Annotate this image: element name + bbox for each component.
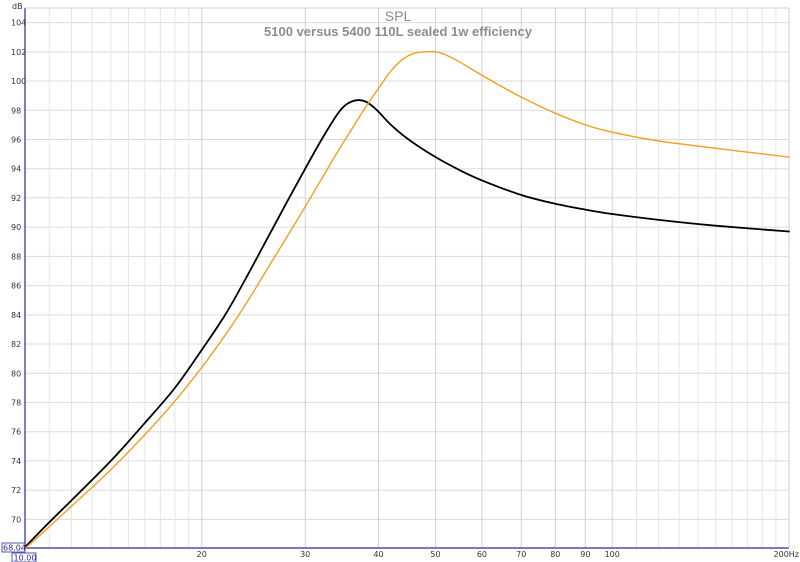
y-tick-label: 84 <box>11 311 21 320</box>
x-tick-label: 100 <box>605 550 620 559</box>
y-tick-label: 96 <box>11 135 21 144</box>
y-tick-label: 82 <box>11 340 21 349</box>
y-tick-label: 86 <box>11 282 21 291</box>
corner-y-label: 68.04 <box>3 544 26 553</box>
y-tick-label: 94 <box>11 165 21 174</box>
x-tick-label: 60 <box>477 550 487 559</box>
y-axis-label: dB <box>12 2 23 11</box>
y-tick-label: 74 <box>11 457 21 466</box>
y-tick-label: 92 <box>11 194 21 203</box>
x-tick-label: 30 <box>300 550 310 559</box>
corner-x-label: 10.00 <box>14 554 37 562</box>
gridlines <box>25 8 790 548</box>
x-tick-label: 70 <box>516 550 526 559</box>
y-tick-label: 72 <box>11 486 21 495</box>
series-lines <box>24 50 790 550</box>
chart-title: SPL <box>385 8 412 24</box>
y-tick-label: 76 <box>11 428 21 437</box>
x-tick-label: 80 <box>550 550 560 559</box>
y-tick-label: 100 <box>11 77 26 86</box>
x-tick-labels: 20 30 40 50 60 70 80 90 100 200Hz <box>197 550 799 559</box>
x-tick-label: 20 <box>197 550 207 559</box>
series-line-1 <box>24 99 790 549</box>
y-tick-label: 102 <box>11 48 26 57</box>
y-tick-label: 90 <box>11 223 21 232</box>
x-tick-label: 40 <box>373 550 383 559</box>
series-line-2 <box>24 50 790 550</box>
x-tick-label: 90 <box>580 550 590 559</box>
plot-frame <box>24 7 790 549</box>
x-tick-label: 50 <box>430 550 440 559</box>
y-tick-label: 88 <box>11 252 21 261</box>
y-tick-labels: 70 72 74 76 78 80 82 84 86 88 90 92 94 96 98 100 102 104 <box>11 19 26 525</box>
y-tick-label: 70 <box>11 515 21 524</box>
y-tick-label: 80 <box>11 369 21 378</box>
y-tick-label: 104 <box>11 19 26 28</box>
chart-subtitle: 5100 versus 5400 110L sealed 1w efficien… <box>264 24 533 39</box>
y-tick-label: 78 <box>11 398 21 407</box>
y-tick-label: 98 <box>11 106 21 115</box>
x-tick-label: 200Hz <box>774 550 799 559</box>
corner-y-readout: 68.04 <box>1 542 26 553</box>
corner-x-readout: 10.00 <box>11 552 37 562</box>
